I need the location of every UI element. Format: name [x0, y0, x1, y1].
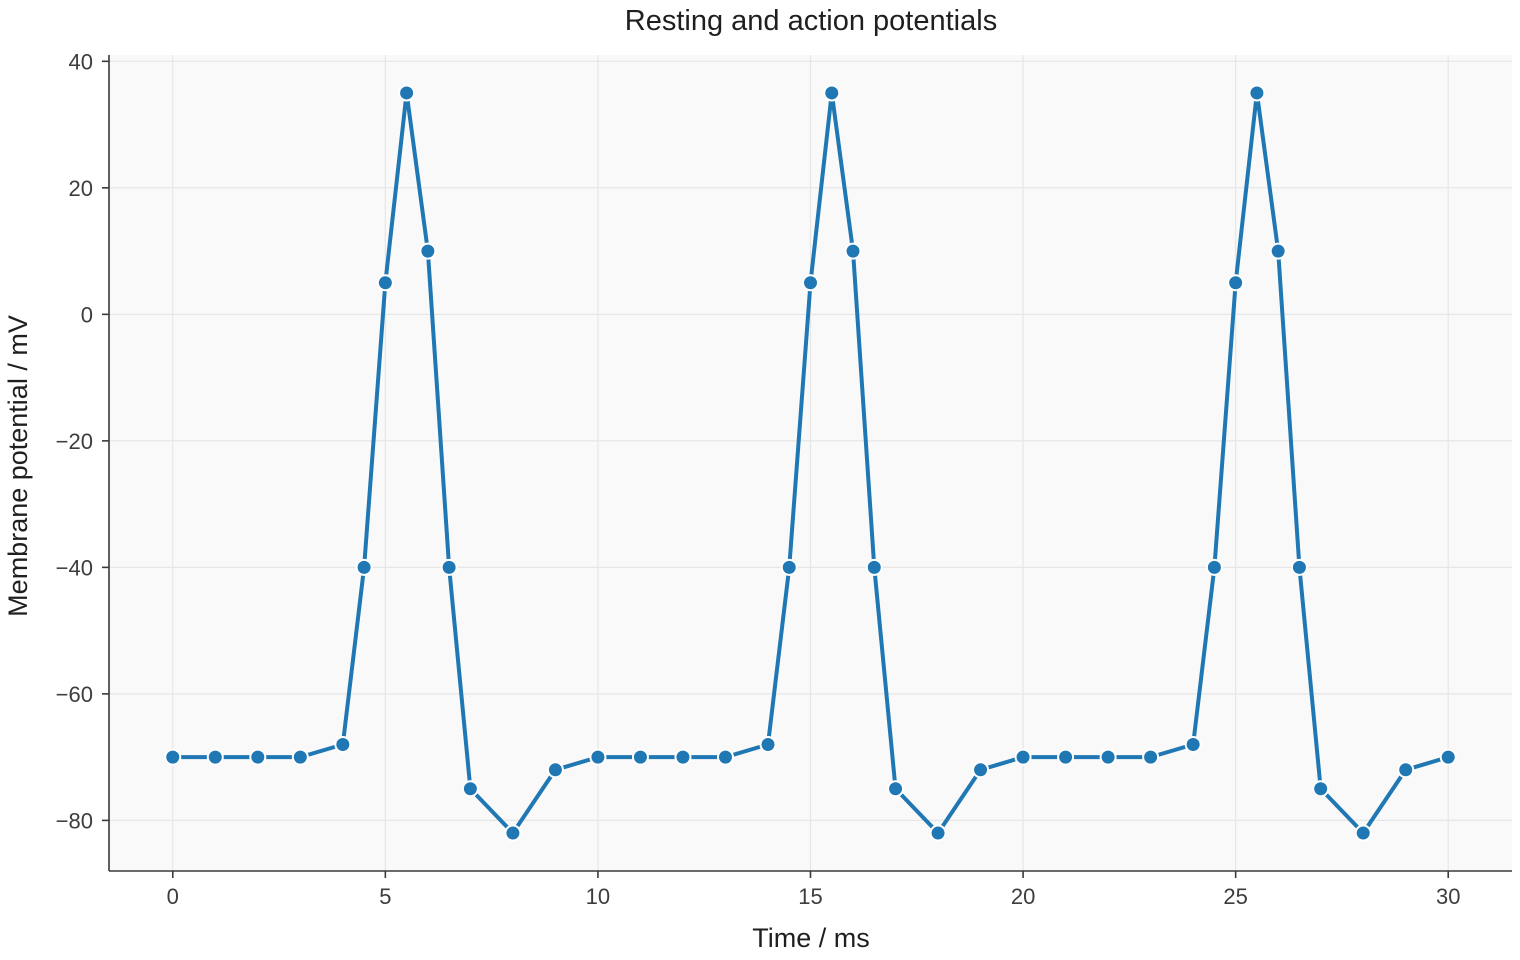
data-point [589, 748, 607, 766]
y-tick-label: 40 [69, 49, 93, 74]
data-point [291, 748, 309, 766]
data-points [164, 84, 1457, 842]
data-point [355, 558, 373, 576]
data-point [206, 748, 224, 766]
y-axis-ticks: 40 20 0 −20 −40 −60 −80 [56, 49, 109, 833]
x-tick-label: 25 [1223, 884, 1247, 909]
data-point [759, 735, 777, 753]
data-point [1354, 824, 1372, 842]
data-point [716, 748, 734, 766]
data-point [1312, 780, 1330, 798]
data-point [398, 84, 416, 102]
data-point [823, 84, 841, 102]
y-tick-label: −40 [56, 555, 93, 580]
data-point [1269, 242, 1287, 260]
data-point [376, 274, 394, 292]
data-point [461, 780, 479, 798]
data-point [334, 735, 352, 753]
x-tick-label: 30 [1436, 884, 1460, 909]
data-point [1099, 748, 1117, 766]
x-tick-label: 10 [586, 884, 610, 909]
data-point [249, 748, 267, 766]
y-tick-label: −60 [56, 682, 93, 707]
x-tick-label: 0 [167, 884, 179, 909]
data-point [1439, 748, 1457, 766]
data-point [546, 761, 564, 779]
data-point [1057, 748, 1075, 766]
data-point [1184, 735, 1202, 753]
series-line [170, 90, 1451, 836]
y-tick-label: −80 [56, 808, 93, 833]
data-point [440, 558, 458, 576]
y-tick-label: 20 [69, 176, 93, 201]
data-point [780, 558, 798, 576]
data-point [865, 558, 883, 576]
data-point [1397, 761, 1415, 779]
grid [109, 55, 1512, 871]
data-point [844, 242, 862, 260]
x-tick-label: 5 [379, 884, 391, 909]
data-point [1205, 558, 1223, 576]
data-point [631, 748, 649, 766]
data-point [164, 748, 182, 766]
y-tick-label: −20 [56, 429, 93, 454]
data-point [972, 761, 990, 779]
data-point [1014, 748, 1032, 766]
x-axis-ticks: 0 5 10 15 20 25 30 [167, 871, 1460, 909]
data-point [674, 748, 692, 766]
data-point [419, 242, 437, 260]
x-tick-label: 20 [1011, 884, 1035, 909]
data-point [1290, 558, 1308, 576]
data-point [504, 824, 522, 842]
y-tick-label: 0 [81, 302, 93, 327]
x-axis-label: Time / ms [752, 923, 870, 953]
data-point [887, 780, 905, 798]
data-point [929, 824, 947, 842]
data-point [1227, 274, 1245, 292]
data-point [1248, 84, 1266, 102]
chart-title: Resting and action potentials [625, 5, 997, 37]
data-point [1142, 748, 1160, 766]
data-point [802, 274, 819, 292]
y-axis-label: Membrane potential / mV [3, 315, 33, 617]
x-tick-label: 15 [798, 884, 822, 909]
